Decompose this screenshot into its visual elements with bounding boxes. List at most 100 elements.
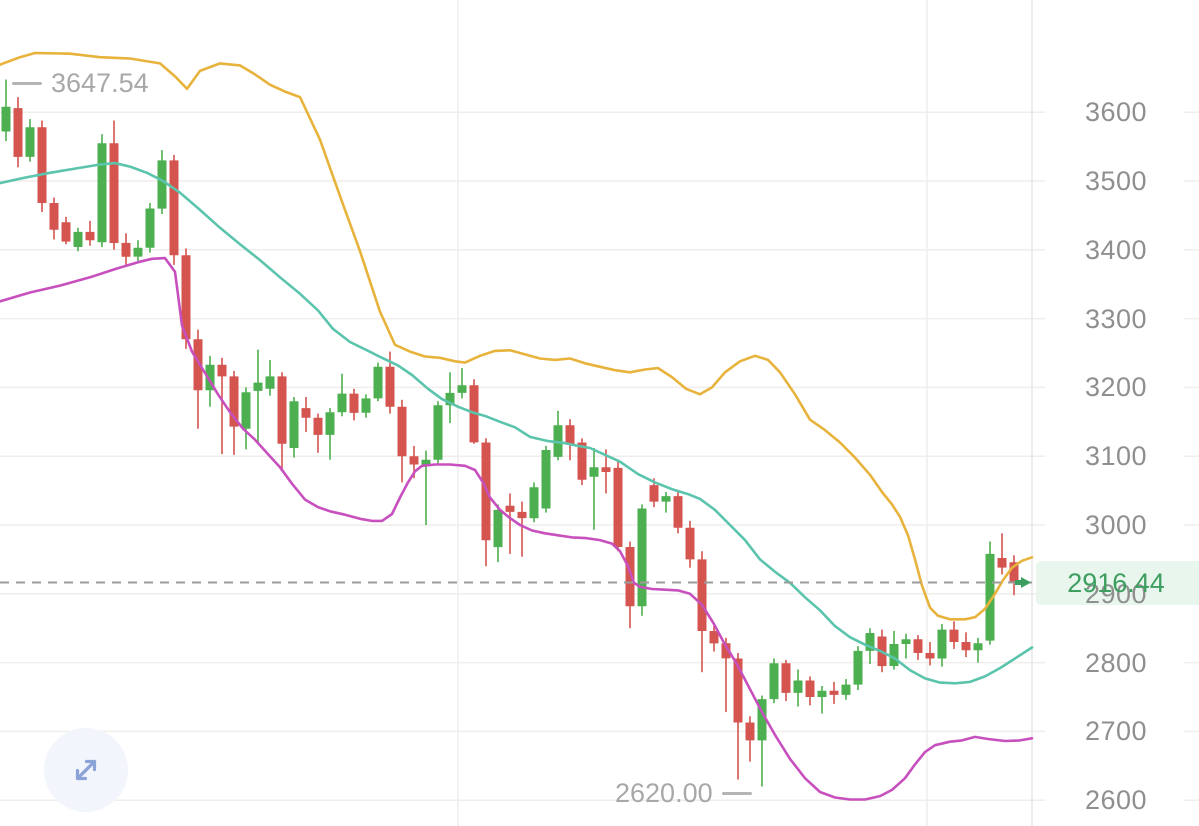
candle xyxy=(901,639,911,644)
candle xyxy=(37,127,47,203)
middle-band-line xyxy=(0,161,1034,685)
candle xyxy=(613,467,623,547)
candle xyxy=(397,406,407,457)
axis-tick-label: 3400 xyxy=(1084,235,1148,265)
high-watermark-dash-icon xyxy=(12,81,42,85)
axis-tick-label: 2700 xyxy=(1084,716,1148,746)
candle xyxy=(169,160,179,256)
candle xyxy=(25,127,35,157)
candle xyxy=(505,505,515,512)
upper-band-line xyxy=(0,51,1034,621)
candle xyxy=(589,467,599,477)
candle xyxy=(49,203,59,230)
candle xyxy=(85,231,95,241)
candle xyxy=(457,385,467,393)
candle xyxy=(709,631,719,644)
candle xyxy=(109,143,119,243)
candle xyxy=(193,339,203,391)
candle xyxy=(1,106,11,132)
candle xyxy=(421,459,431,465)
candle xyxy=(517,511,527,519)
candle xyxy=(805,680,815,697)
candle xyxy=(61,222,71,242)
candle xyxy=(181,255,191,340)
candle xyxy=(949,629,959,642)
candle xyxy=(373,366,383,399)
candle xyxy=(289,401,299,448)
candle xyxy=(349,393,359,413)
candle xyxy=(721,643,731,659)
candle xyxy=(565,425,575,445)
candle xyxy=(241,392,251,429)
candle xyxy=(673,496,683,528)
axis-tick-label: 3000 xyxy=(1084,510,1148,540)
axis-tick-label: 2900 xyxy=(1084,579,1148,609)
candles-layer xyxy=(1,79,1019,787)
axis-tick-label: 3600 xyxy=(1084,97,1148,127)
candle xyxy=(145,208,155,248)
candle xyxy=(769,663,779,700)
candle xyxy=(301,408,311,418)
candle xyxy=(925,653,935,659)
axis-tick-label: 2800 xyxy=(1084,648,1148,678)
candle xyxy=(781,663,791,693)
axis-tick-label: 2600 xyxy=(1084,785,1148,815)
candle xyxy=(745,722,755,741)
candle xyxy=(913,639,923,653)
axis-tick-label: 3200 xyxy=(1084,372,1148,402)
candle xyxy=(325,412,335,435)
low-watermark-value: 2620.00 xyxy=(615,777,713,808)
candle xyxy=(577,442,587,480)
candle xyxy=(733,658,743,723)
candle xyxy=(73,231,83,247)
high-watermark-label: 3647.54 xyxy=(12,66,149,100)
candle xyxy=(313,417,323,435)
candle xyxy=(409,456,419,465)
candle xyxy=(661,496,671,502)
candle xyxy=(493,509,503,548)
candle xyxy=(121,242,131,257)
expand-button[interactable] xyxy=(44,728,128,812)
candle xyxy=(637,508,647,607)
candle xyxy=(829,690,839,695)
candle xyxy=(625,547,635,607)
candle xyxy=(277,376,287,444)
candle xyxy=(853,650,863,685)
candle xyxy=(961,642,971,651)
current-price-arrow-icon xyxy=(1015,577,1031,589)
candle xyxy=(601,467,611,472)
candle xyxy=(649,485,659,502)
low-watermark-dash-icon xyxy=(721,791,752,795)
candle xyxy=(685,527,695,560)
candle xyxy=(361,398,371,413)
expand-icon xyxy=(75,759,97,781)
lower-band-line xyxy=(0,256,1034,801)
candle xyxy=(337,393,347,413)
current-price-value: 2916.44 xyxy=(1067,568,1165,598)
candle xyxy=(529,487,539,519)
candle xyxy=(97,143,107,243)
candle xyxy=(997,558,1007,568)
axis-tick-label: 3100 xyxy=(1084,441,1148,471)
candle xyxy=(937,629,947,659)
low-watermark-label: 2620.00 xyxy=(615,776,752,810)
candle xyxy=(433,405,443,460)
high-watermark-value: 3647.54 xyxy=(51,67,149,98)
candle xyxy=(265,376,275,389)
axis-tick-label: 3500 xyxy=(1084,166,1148,196)
candle xyxy=(13,108,23,157)
candle xyxy=(697,559,707,631)
candle xyxy=(793,680,803,693)
current-price-badge xyxy=(1036,561,1199,605)
candle xyxy=(217,364,227,377)
candle xyxy=(253,382,263,391)
candle xyxy=(133,247,143,257)
candle xyxy=(157,160,167,209)
axis-tick-label: 3300 xyxy=(1084,304,1148,334)
candle xyxy=(385,366,395,407)
candle xyxy=(841,684,851,695)
candle xyxy=(817,690,827,697)
